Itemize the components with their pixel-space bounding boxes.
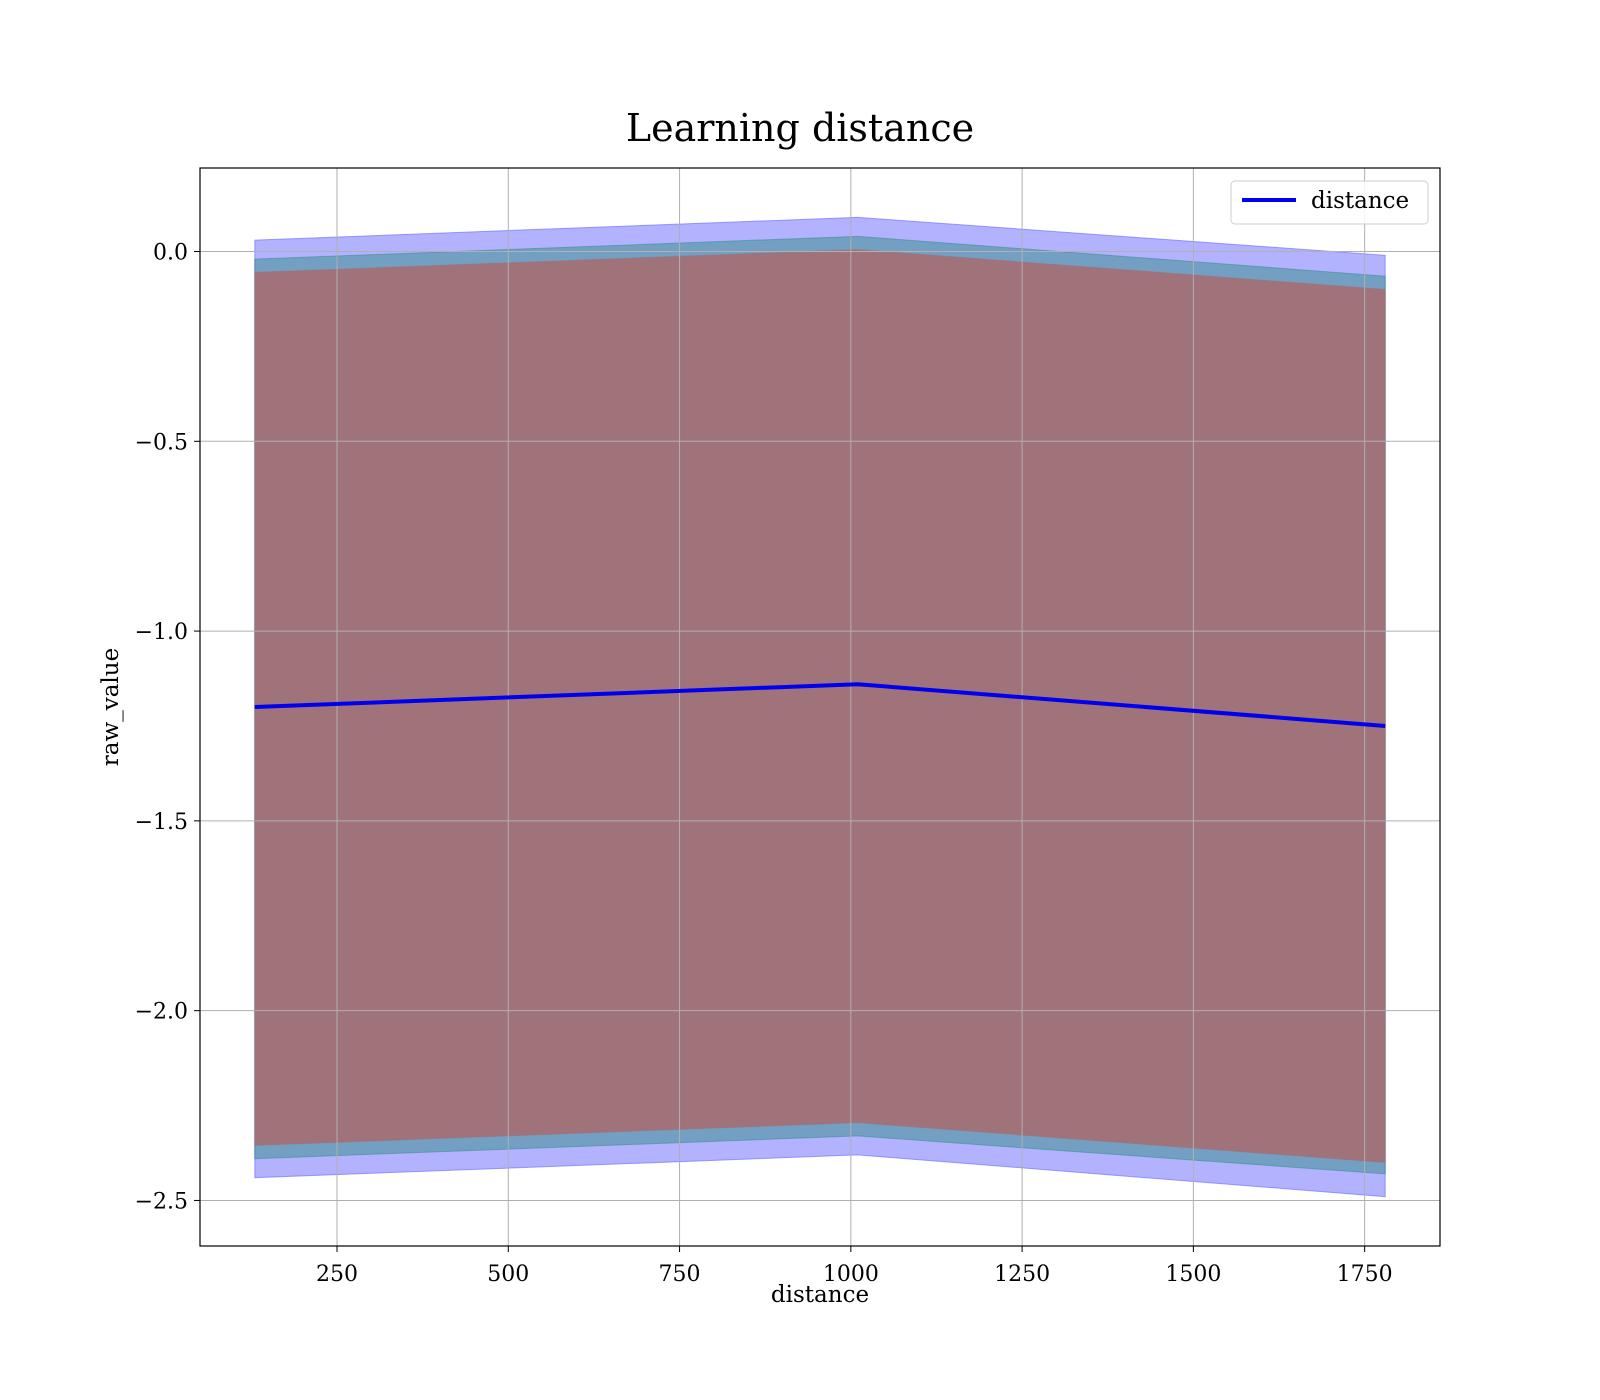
legend-label: distance	[1311, 188, 1409, 214]
y-tick-label: −0.5	[135, 430, 188, 455]
legend-box	[1230, 180, 1429, 225]
x-tick-label: 1500	[1165, 1262, 1221, 1287]
y-tick-label: −1.0	[135, 620, 188, 645]
x-tick-label: 1000	[823, 1262, 879, 1287]
plot-frame	[199, 167, 1441, 1247]
y-tick-label: 0.0	[153, 241, 188, 266]
chart-title: Learning distance	[626, 106, 974, 150]
x-tick-label: 500	[487, 1262, 529, 1287]
x-tick-label: 750	[659, 1262, 701, 1287]
y-tick-label: −1.5	[135, 810, 188, 835]
y-axis-title: raw_value	[98, 648, 124, 766]
x-axis-title: distance	[771, 1282, 869, 1308]
x-tick-label: 1250	[994, 1262, 1050, 1287]
series-line-distance	[254, 682, 1386, 728]
confidence-band-3	[254, 249, 1386, 1164]
x-tick-label: 1750	[1337, 1262, 1393, 1287]
y-tick-label: −2.0	[135, 1000, 188, 1025]
x-tick-label: 250	[316, 1262, 358, 1287]
y-tick-label: −2.5	[135, 1189, 188, 1214]
legend: distance	[1230, 180, 1429, 225]
